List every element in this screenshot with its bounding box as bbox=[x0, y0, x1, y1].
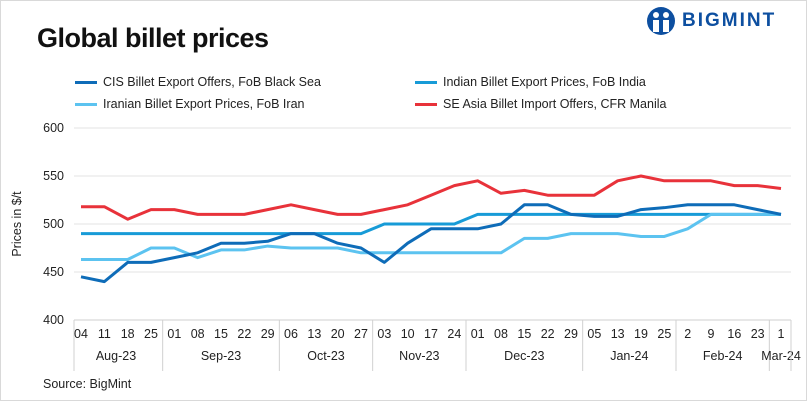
x-tick-label: 03 bbox=[377, 327, 391, 341]
x-tick-label: 22 bbox=[541, 327, 555, 341]
y-axis-label: Prices in $/t bbox=[10, 191, 24, 257]
x-tick-label: 13 bbox=[307, 327, 321, 341]
x-tick-label: 19 bbox=[634, 327, 648, 341]
y-tick-label: 400 bbox=[43, 313, 64, 327]
series-line-3 bbox=[81, 174, 782, 221]
month-label: Jan-24 bbox=[610, 349, 648, 363]
legend-label: CIS Billet Export Offers, FoB Black Sea bbox=[103, 75, 321, 89]
x-tick-label: 15 bbox=[517, 327, 531, 341]
x-tick-label: 15 bbox=[214, 327, 228, 341]
month-label: Nov-23 bbox=[399, 349, 439, 363]
bigmint-logo: BIGMINT bbox=[646, 6, 776, 36]
series-line-0 bbox=[80, 203, 782, 284]
x-tick-label: 9 bbox=[708, 327, 715, 341]
series-line-1 bbox=[81, 212, 781, 236]
x-tick-label: 27 bbox=[354, 327, 368, 341]
x-tick-label: 06 bbox=[284, 327, 298, 341]
series-line-2 bbox=[81, 212, 781, 262]
y-tick-label: 450 bbox=[43, 265, 64, 279]
x-tick-label: 10 bbox=[401, 327, 415, 341]
legend-item-cis: CIS Billet Export Offers, FoB Black Sea bbox=[75, 75, 321, 89]
legend-label: Iranian Billet Export Prices, FoB Iran bbox=[103, 97, 305, 111]
x-tick-label: 05 bbox=[587, 327, 601, 341]
legend-item-iran: Iranian Billet Export Prices, FoB Iran bbox=[75, 97, 304, 111]
page-title: Global billet prices bbox=[37, 23, 269, 53]
month-label: Aug-23 bbox=[96, 349, 136, 363]
legend-swatch bbox=[415, 80, 437, 84]
legend-swatch bbox=[75, 80, 97, 84]
legend-swatch bbox=[415, 102, 437, 106]
x-tick-label: 25 bbox=[657, 327, 671, 341]
x-tick-label: 23 bbox=[751, 327, 765, 341]
month-label: Oct-23 bbox=[307, 349, 345, 363]
x-tick-label: 13 bbox=[611, 327, 625, 341]
legend-swatch bbox=[75, 102, 97, 106]
x-tick-label: 29 bbox=[564, 327, 578, 341]
month-label: Dec-23 bbox=[504, 349, 544, 363]
x-tick-label: 25 bbox=[144, 327, 158, 341]
x-tick-label: 08 bbox=[494, 327, 508, 341]
x-tick-label: 01 bbox=[471, 327, 485, 341]
x-tick-label: 11 bbox=[98, 327, 111, 341]
x-tick-label: 04 bbox=[74, 327, 88, 341]
y-tick-label: 500 bbox=[43, 217, 64, 231]
x-tick-label: 2 bbox=[684, 327, 691, 341]
x-tick-label: 24 bbox=[447, 327, 461, 341]
x-tick-label: 22 bbox=[237, 327, 251, 341]
legend-label: Indian Billet Export Prices, FoB India bbox=[443, 75, 646, 89]
source-note: Source: BigMint bbox=[43, 377, 132, 391]
x-tick-label: 16 bbox=[727, 327, 741, 341]
y-tick-label: 600 bbox=[43, 121, 64, 135]
legend-label: SE Asia Billet Import Offers, CFR Manila bbox=[443, 97, 667, 111]
legend-item-manila: SE Asia Billet Import Offers, CFR Manila bbox=[415, 97, 666, 111]
legend-item-india: Indian Billet Export Prices, FoB India bbox=[415, 75, 646, 89]
y-tick-label: 550 bbox=[43, 169, 64, 183]
month-label: Mar-24 bbox=[761, 349, 801, 363]
x-tick-label: 29 bbox=[261, 327, 275, 341]
logo-text: BIGMINT bbox=[682, 10, 777, 31]
month-label: Sep-23 bbox=[201, 349, 241, 363]
bigmint-logo-icon bbox=[647, 7, 675, 35]
x-tick-label: 20 bbox=[331, 327, 345, 341]
x-tick-label: 01 bbox=[167, 327, 181, 341]
x-tick-label: 18 bbox=[121, 327, 135, 341]
x-tick-label: 08 bbox=[191, 327, 205, 341]
x-tick-label: 17 bbox=[424, 327, 438, 341]
x-tick-label: 1 bbox=[778, 327, 785, 341]
month-label: Feb-24 bbox=[703, 349, 743, 363]
